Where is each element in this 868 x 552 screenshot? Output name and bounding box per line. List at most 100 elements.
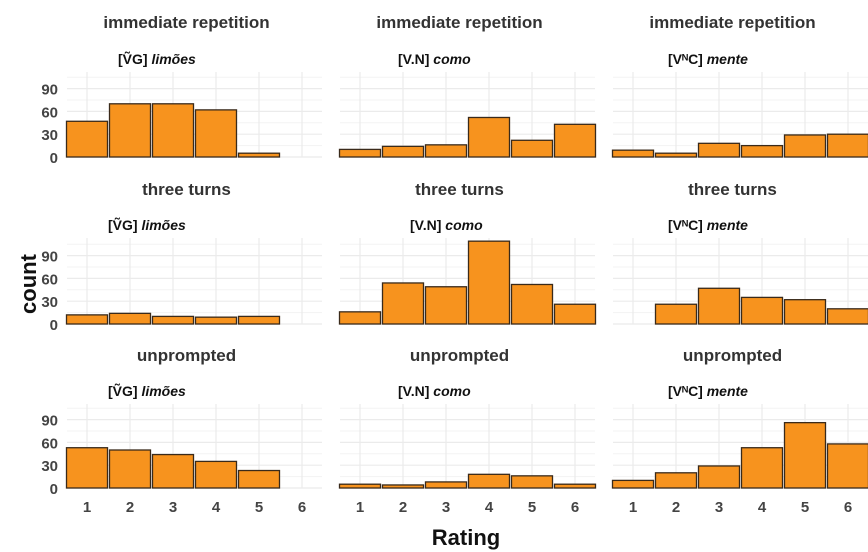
bar-rating-6	[826, 308, 868, 325]
chart-panels: immediate repetition[ṼG] limõesimmediate…	[65, 13, 868, 489]
bar-rating-2	[108, 449, 152, 489]
y-tick-label: 0	[50, 150, 58, 167]
bar-rating-2	[381, 145, 425, 158]
x-tick-label: 1	[83, 499, 91, 516]
x-tick-label: 3	[715, 499, 723, 516]
subtitle-word: limões	[151, 51, 196, 67]
x-tick-label: 3	[442, 499, 450, 516]
bar-rating-5	[237, 152, 281, 158]
panel-three-turns-mente: three turns [VᴺC] mente	[613, 180, 868, 325]
x-tick-label: 4	[212, 499, 221, 516]
bar-rating-4	[740, 296, 784, 325]
panel-strip-title: three turns	[142, 180, 231, 199]
panel-strip-title: immediate repetition	[649, 13, 815, 32]
subtitle-word: mente	[707, 51, 748, 67]
panel-unprompted-mente: unprompted [VᴺC] mente	[611, 346, 868, 489]
panel-unprompted-como: unprompted [V.N] como	[338, 346, 597, 489]
bar-rating-6	[826, 133, 868, 158]
x-axis-labels: 1 2 3 4 5 6 1 2 3 4 5 6 1 2 3 4 5 6	[83, 499, 852, 516]
panel-subtitle: [VᴺC] mente	[668, 217, 748, 233]
x-tick-label: 4	[758, 499, 767, 516]
bar-rating-1	[65, 447, 109, 489]
panel-strip-title: immediate repetition	[376, 13, 542, 32]
panel-strip-title: unprompted	[410, 346, 509, 365]
bar-rating-6	[553, 303, 597, 325]
y-tick-label: 90	[41, 82, 58, 99]
x-axis-title: Rating	[432, 525, 500, 550]
bar-rating-1	[65, 120, 109, 158]
y-tick-label: 30	[41, 458, 58, 475]
bar-rating-1	[338, 483, 382, 489]
bar-rating-4	[740, 447, 784, 489]
y-tick-label: 0	[50, 317, 58, 334]
panel-immediate-repetition-limões: immediate repetition [ṼG] limões	[65, 13, 322, 158]
panel-immediate-repetition-mente: immediate repetition [VᴺC] mente	[611, 13, 868, 158]
bar-rating-2	[654, 472, 698, 489]
subtitle-notation: [ṼG]	[118, 50, 151, 67]
x-tick-label: 5	[528, 499, 536, 516]
subtitle-notation: [VᴺC]	[668, 383, 707, 399]
x-tick-label: 2	[399, 499, 407, 516]
bar-rating-5	[783, 421, 827, 489]
y-axis-labels: 90 60 30 0 90 60 30 0 90 60 30 0	[41, 82, 58, 498]
panel-subtitle: [V.N] como	[398, 383, 471, 399]
subtitle-word: como	[445, 217, 483, 233]
subtitle-notation: [ṼG]	[108, 382, 141, 399]
bar-rating-1	[338, 311, 382, 325]
bar-rating-6	[553, 483, 597, 489]
bar-rating-3	[151, 453, 195, 489]
subtitle-word: mente	[707, 383, 748, 399]
panel-subtitle: [V.N] como	[410, 217, 483, 233]
subtitle-notation: [VᴺC]	[668, 51, 707, 67]
bar-rating-1	[611, 149, 655, 158]
bar-rating-6	[553, 123, 597, 158]
bar-rating-2	[108, 312, 152, 325]
bar-rating-3	[697, 287, 741, 325]
y-tick-label: 90	[41, 413, 58, 430]
bar-rating-5	[510, 139, 554, 158]
panel-subtitle: [ṼG] limões	[118, 50, 196, 67]
y-tick-label: 60	[41, 104, 58, 121]
bar-rating-5	[510, 475, 554, 489]
bar-rating-3	[151, 315, 195, 325]
bar-rating-3	[151, 103, 195, 158]
bar-rating-3	[424, 286, 468, 325]
panel-subtitle: [ṼG] limões	[108, 216, 186, 233]
bar-rating-3	[424, 144, 468, 158]
panel-strip-title: unprompted	[137, 346, 236, 365]
subtitle-word: mente	[707, 217, 748, 233]
panel-subtitle: [V.N] como	[398, 51, 471, 67]
subtitle-word: limões	[141, 217, 186, 233]
y-tick-label: 60	[41, 435, 58, 452]
x-tick-label: 5	[801, 499, 809, 516]
panel-strip-title: unprompted	[683, 346, 782, 365]
x-tick-label: 3	[169, 499, 177, 516]
bar-rating-1	[65, 314, 109, 325]
panel-subtitle: [VᴺC] mente	[668, 51, 748, 67]
subtitle-notation: [VᴺC]	[668, 217, 707, 233]
bar-rating-3	[424, 481, 468, 489]
subtitle-notation: [V.N]	[398, 51, 433, 67]
panel-three-turns-limões: three turns [ṼG] limões	[65, 180, 322, 325]
y-axis-title: count	[16, 253, 41, 314]
panel-strip-title: immediate repetition	[103, 13, 269, 32]
bar-rating-5	[237, 315, 281, 325]
panel-strip-title: three turns	[415, 180, 504, 199]
bar-rating-2	[654, 303, 698, 325]
bar-rating-4	[194, 460, 238, 489]
x-tick-label: 2	[672, 499, 680, 516]
bar-rating-5	[783, 134, 827, 158]
bar-rating-2	[654, 152, 698, 158]
x-tick-label: 1	[629, 499, 637, 516]
panel-three-turns-como: three turns [V.N] como	[338, 180, 597, 325]
subtitle-word: como	[433, 383, 471, 399]
y-tick-label: 60	[41, 271, 58, 288]
panel-subtitle: [VᴺC] mente	[668, 383, 748, 399]
bar-rating-4	[467, 240, 511, 325]
y-tick-label: 30	[41, 127, 58, 144]
bar-rating-5	[510, 283, 554, 325]
x-tick-label: 6	[298, 499, 306, 516]
x-tick-label: 2	[126, 499, 134, 516]
bar-rating-4	[194, 316, 238, 325]
